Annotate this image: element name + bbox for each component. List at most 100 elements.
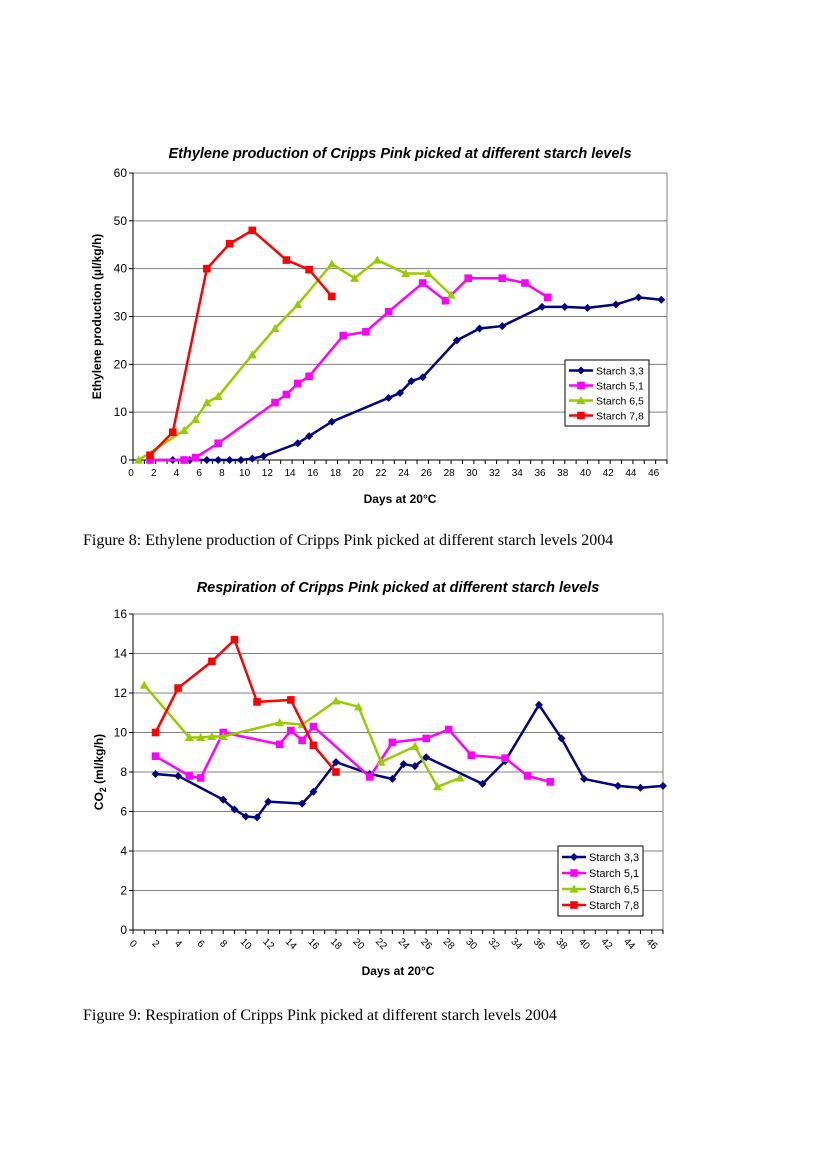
- ethylene-x-tick-label: 0: [128, 468, 134, 479]
- ethylene-chart-svg: Ethylene production of Cripps Pink picke…: [90, 146, 668, 506]
- ethylene-x-tick-label: 28: [444, 468, 456, 479]
- ethylene-series-starch-5-1-point: [498, 274, 507, 283]
- ethylene-x-tick-label: 22: [375, 468, 387, 479]
- respiration-x-tick-label: 8: [217, 938, 229, 950]
- respiration-x-tick-label: 6: [195, 938, 207, 950]
- respiration-series-starch-7-8-point: [208, 657, 216, 666]
- ethylene-series-starch-6-5-point: [423, 268, 433, 278]
- respiration-series-starch-3-3-point: [422, 753, 431, 762]
- ethylene-y-tick-label: 30: [114, 310, 128, 324]
- respiration-series-starch-6-5-point: [376, 757, 386, 766]
- ethylene-series-starch-6-5-point: [327, 259, 337, 268]
- ethylene-x-tick-label: 32: [489, 468, 501, 479]
- respiration-series-starch-5-1-point: [309, 722, 318, 731]
- respiration-series-starch-3-3-point: [241, 812, 250, 821]
- respiration-series-starch-3-3-point: [613, 781, 622, 790]
- ethylene-x-tick-label: 16: [307, 468, 319, 479]
- respiration-series-starch-5-1-point: [388, 738, 397, 747]
- respiration-x-tick-label: 38: [553, 936, 569, 952]
- respiration-y-tick-label: 14: [114, 647, 128, 661]
- respiration-series-starch-6-5-point: [184, 732, 194, 742]
- ethylene-x-tick-label: 8: [219, 468, 225, 479]
- respiration-series-starch-3-3-point: [253, 813, 262, 822]
- respiration-x-tick-label: 42: [599, 936, 615, 952]
- ethylene-series-starch-5-1-point: [191, 453, 200, 462]
- respiration-series-starch-5-1-point: [196, 774, 205, 782]
- respiration-series-starch-7-8-point: [151, 728, 160, 737]
- ethylene-series-starch-6-5-point: [293, 300, 303, 309]
- ethylene-x-tick-label: 30: [466, 468, 478, 479]
- ethylene-legend-starch-6-5-label: Starch 6,5: [596, 396, 644, 408]
- respiration-y-tick-label: 12: [114, 686, 128, 700]
- ethylene-series-starch-5-1-point: [418, 279, 427, 287]
- ethylene-series-starch-3-3-point: [657, 295, 666, 304]
- respiration-x-tick-label: 36: [531, 936, 547, 952]
- respiration-legend-starch-5-1-marker: [570, 869, 578, 877]
- respiration-series-starch-5-1-point: [501, 754, 509, 762]
- respiration-series-starch-3-3-point: [264, 797, 273, 806]
- ethylene-series-starch-5-1-point: [339, 331, 347, 340]
- respiration-x-tick-label: 14: [283, 936, 299, 952]
- respiration-series-starch-5-1-point: [185, 772, 194, 780]
- ethylene-series-starch-3-3-point: [214, 456, 223, 464]
- respiration-x-tick-label: 20: [350, 936, 366, 952]
- respiration-series-starch-3-3-point: [534, 700, 543, 709]
- ethylene-series-starch-5-1-point: [305, 372, 313, 381]
- respiration-series-starch-6-5-point: [331, 696, 341, 705]
- respiration-legend-starch-6-5-label: Starch 6,5: [589, 884, 639, 896]
- respiration-series-starch-7-8-point: [230, 635, 239, 644]
- respiration-series-starch-7-8-line: [154, 637, 337, 773]
- ethylene-title: Ethylene production of Cripps Pink picke…: [168, 146, 631, 162]
- respiration-series-starch-6-5-point: [196, 732, 206, 742]
- respiration-series-starch-5-1-point: [287, 726, 295, 735]
- ethylene-series-starch-7-8-point: [282, 256, 291, 264]
- respiration-series-starch-3-3-point: [309, 787, 318, 796]
- respiration-series-starch-5-1-point: [546, 778, 555, 786]
- respiration-series-starch-3-3-point: [580, 774, 589, 783]
- respiration-series-starch-3-3-point: [557, 734, 566, 743]
- ethylene-series-starch-6-5-point: [202, 398, 212, 407]
- ethylene-series-starch-6-5-point: [446, 290, 456, 299]
- ethylene-x-tick-label: 14: [285, 468, 297, 479]
- ethylene-series-starch-3-3-point: [225, 456, 234, 464]
- ethylene-series-starch-3-3-point: [236, 456, 245, 464]
- respiration-x-tick-label: 18: [328, 936, 344, 952]
- respiration-series-starch-6-5-point: [139, 680, 149, 689]
- ethylene-series-starch-5-1-point: [282, 390, 291, 399]
- respiration-y-tick-label: 16: [114, 607, 128, 621]
- ethylene-legend-starch-3-3-label: Starch 3,3: [596, 366, 644, 378]
- ethylene-series-starch-3-3-point: [611, 300, 620, 309]
- ethylene-series-starch-3-3-point: [305, 432, 314, 441]
- respiration-series-starch-6-5-point: [455, 773, 465, 782]
- respiration-y-tick-label: 10: [114, 726, 128, 740]
- ethylene-y-axis-label: Ethylene production (µl/kg/h): [90, 234, 104, 400]
- figure-9-caption: Figure 9: Respiration of Cripps Pink pic…: [83, 1007, 557, 1024]
- respiration-series-starch-3-3-point: [219, 795, 228, 804]
- ethylene-series-starch-7-8-point: [146, 451, 154, 460]
- ethylene-x-tick-label: 44: [625, 468, 637, 479]
- respiration-series-starch-3-3-point: [388, 774, 397, 783]
- ethylene-series-starch-6-5-point: [213, 391, 223, 400]
- respiration-series-starch-5-1-point: [366, 773, 374, 781]
- ethylene-y-tick-label: 10: [114, 405, 128, 419]
- ethylene-series-starch-6-5-point: [179, 425, 189, 434]
- ethylene-series-starch-7-8-point: [203, 264, 211, 273]
- respiration-series-starch-5-1-point: [444, 725, 453, 734]
- respiration-series-starch-7-8-point: [287, 696, 295, 704]
- ethylene-series-starch-6-5-point: [247, 350, 257, 359]
- ethylene-series-starch-5-1-point: [293, 379, 302, 388]
- respiration-x-axis-label: Days at 20°C: [362, 964, 435, 978]
- respiration-series-starch-5-1-point: [422, 734, 430, 743]
- ethylene-series-starch-3-3-point: [418, 373, 427, 382]
- respiration-x-tick-label: 28: [441, 936, 457, 952]
- respiration-series-starch-5-1-point: [298, 736, 306, 745]
- respiration-series-starch-7-8-point: [174, 684, 182, 692]
- ethylene-series-starch-5-1-point: [214, 439, 223, 448]
- ethylene-legend-starch-3-3-marker: [577, 366, 585, 375]
- ethylene-series-starch-5-1-point: [464, 274, 472, 283]
- respiration-series-starch-3-3-point: [230, 805, 239, 814]
- respiration-series-starch-3-3-point: [410, 762, 419, 771]
- ethylene-x-tick-label: 12: [262, 468, 274, 479]
- ethylene-series-starch-3-3-point: [634, 293, 643, 302]
- ethylene-y-tick-label: 50: [114, 214, 128, 228]
